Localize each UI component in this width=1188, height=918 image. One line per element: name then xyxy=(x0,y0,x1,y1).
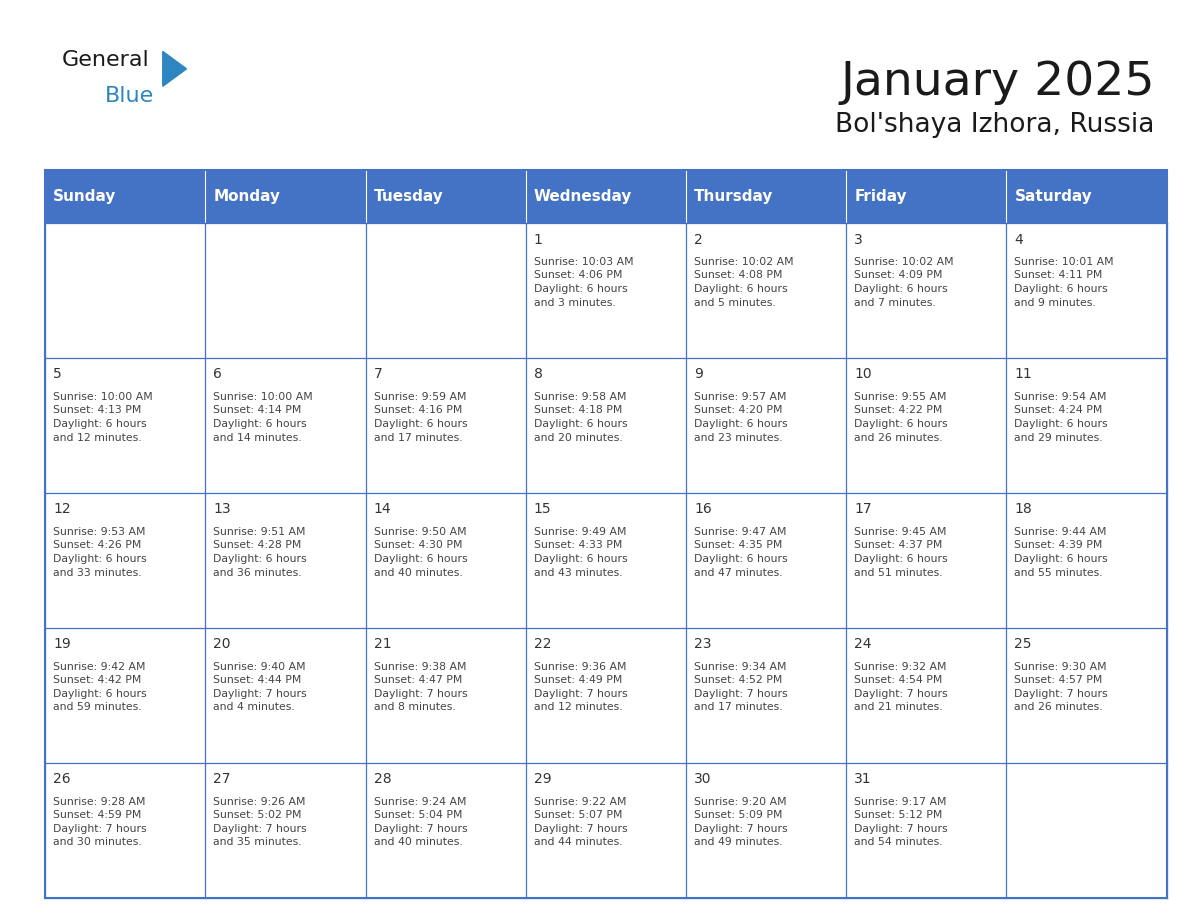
Text: Thursday: Thursday xyxy=(694,189,773,204)
Text: 3: 3 xyxy=(854,232,862,247)
Text: 10: 10 xyxy=(854,367,872,382)
Text: General: General xyxy=(62,50,150,71)
Text: Sunrise: 9:36 AM
Sunset: 4:49 PM
Daylight: 7 hours
and 12 minutes.: Sunrise: 9:36 AM Sunset: 4:49 PM Dayligh… xyxy=(533,662,627,712)
Text: 15: 15 xyxy=(533,502,551,517)
Text: Sunrise: 9:38 AM
Sunset: 4:47 PM
Daylight: 7 hours
and 8 minutes.: Sunrise: 9:38 AM Sunset: 4:47 PM Dayligh… xyxy=(373,662,467,712)
Text: 24: 24 xyxy=(854,637,872,652)
Bar xyxy=(45,170,1167,223)
Text: 9: 9 xyxy=(694,367,703,382)
Text: Sunrise: 9:47 AM
Sunset: 4:35 PM
Daylight: 6 hours
and 47 minutes.: Sunrise: 9:47 AM Sunset: 4:35 PM Dayligh… xyxy=(694,527,788,577)
Text: Sunrise: 9:28 AM
Sunset: 4:59 PM
Daylight: 7 hours
and 30 minutes.: Sunrise: 9:28 AM Sunset: 4:59 PM Dayligh… xyxy=(53,797,147,847)
Text: Sunrise: 9:17 AM
Sunset: 5:12 PM
Daylight: 7 hours
and 54 minutes.: Sunrise: 9:17 AM Sunset: 5:12 PM Dayligh… xyxy=(854,797,948,847)
Text: 11: 11 xyxy=(1015,367,1032,382)
Text: Sunrise: 9:53 AM
Sunset: 4:26 PM
Daylight: 6 hours
and 33 minutes.: Sunrise: 9:53 AM Sunset: 4:26 PM Dayligh… xyxy=(53,527,147,577)
Text: 29: 29 xyxy=(533,772,551,787)
Text: 23: 23 xyxy=(694,637,712,652)
Text: Sunrise: 9:26 AM
Sunset: 5:02 PM
Daylight: 7 hours
and 35 minutes.: Sunrise: 9:26 AM Sunset: 5:02 PM Dayligh… xyxy=(214,797,307,847)
Text: 21: 21 xyxy=(373,637,391,652)
Text: 27: 27 xyxy=(214,772,230,787)
Text: 7: 7 xyxy=(373,367,383,382)
Text: 1: 1 xyxy=(533,232,543,247)
Text: 25: 25 xyxy=(1015,637,1032,652)
Text: Sunrise: 9:55 AM
Sunset: 4:22 PM
Daylight: 6 hours
and 26 minutes.: Sunrise: 9:55 AM Sunset: 4:22 PM Dayligh… xyxy=(854,392,948,442)
Text: Sunrise: 9:32 AM
Sunset: 4:54 PM
Daylight: 7 hours
and 21 minutes.: Sunrise: 9:32 AM Sunset: 4:54 PM Dayligh… xyxy=(854,662,948,712)
Text: 17: 17 xyxy=(854,502,872,517)
Text: 28: 28 xyxy=(373,772,391,787)
Text: Saturday: Saturday xyxy=(1015,189,1092,204)
Polygon shape xyxy=(163,51,187,86)
Text: 8: 8 xyxy=(533,367,543,382)
Text: Sunrise: 10:02 AM
Sunset: 4:08 PM
Daylight: 6 hours
and 5 minutes.: Sunrise: 10:02 AM Sunset: 4:08 PM Daylig… xyxy=(694,257,794,308)
Text: 16: 16 xyxy=(694,502,712,517)
Text: Sunrise: 9:20 AM
Sunset: 5:09 PM
Daylight: 7 hours
and 49 minutes.: Sunrise: 9:20 AM Sunset: 5:09 PM Dayligh… xyxy=(694,797,788,847)
Text: 30: 30 xyxy=(694,772,712,787)
Text: 6: 6 xyxy=(214,367,222,382)
Text: Bol'shaya Izhora, Russia: Bol'shaya Izhora, Russia xyxy=(835,112,1155,138)
Text: Tuesday: Tuesday xyxy=(373,189,443,204)
Text: 13: 13 xyxy=(214,502,230,517)
Text: Sunrise: 10:01 AM
Sunset: 4:11 PM
Daylight: 6 hours
and 9 minutes.: Sunrise: 10:01 AM Sunset: 4:11 PM Daylig… xyxy=(1015,257,1114,308)
Text: Sunrise: 9:50 AM
Sunset: 4:30 PM
Daylight: 6 hours
and 40 minutes.: Sunrise: 9:50 AM Sunset: 4:30 PM Dayligh… xyxy=(373,527,467,577)
Text: 5: 5 xyxy=(53,367,62,382)
Text: Sunrise: 10:00 AM
Sunset: 4:14 PM
Daylight: 6 hours
and 14 minutes.: Sunrise: 10:00 AM Sunset: 4:14 PM Daylig… xyxy=(214,392,314,442)
Text: 20: 20 xyxy=(214,637,230,652)
Text: Sunrise: 9:49 AM
Sunset: 4:33 PM
Daylight: 6 hours
and 43 minutes.: Sunrise: 9:49 AM Sunset: 4:33 PM Dayligh… xyxy=(533,527,627,577)
Text: Sunrise: 9:40 AM
Sunset: 4:44 PM
Daylight: 7 hours
and 4 minutes.: Sunrise: 9:40 AM Sunset: 4:44 PM Dayligh… xyxy=(214,662,307,712)
Text: Sunrise: 9:59 AM
Sunset: 4:16 PM
Daylight: 6 hours
and 17 minutes.: Sunrise: 9:59 AM Sunset: 4:16 PM Dayligh… xyxy=(373,392,467,442)
Text: Monday: Monday xyxy=(214,189,280,204)
Text: 31: 31 xyxy=(854,772,872,787)
Text: Sunrise: 10:02 AM
Sunset: 4:09 PM
Daylight: 6 hours
and 7 minutes.: Sunrise: 10:02 AM Sunset: 4:09 PM Daylig… xyxy=(854,257,954,308)
Text: 4: 4 xyxy=(1015,232,1023,247)
Text: Sunrise: 9:24 AM
Sunset: 5:04 PM
Daylight: 7 hours
and 40 minutes.: Sunrise: 9:24 AM Sunset: 5:04 PM Dayligh… xyxy=(373,797,467,847)
Text: Blue: Blue xyxy=(105,86,153,106)
Text: 26: 26 xyxy=(53,772,71,787)
Text: 12: 12 xyxy=(53,502,71,517)
Text: January 2025: January 2025 xyxy=(840,60,1155,105)
Text: 19: 19 xyxy=(53,637,71,652)
Text: 22: 22 xyxy=(533,637,551,652)
Text: Sunrise: 10:00 AM
Sunset: 4:13 PM
Daylight: 6 hours
and 12 minutes.: Sunrise: 10:00 AM Sunset: 4:13 PM Daylig… xyxy=(53,392,153,442)
Text: Sunrise: 9:45 AM
Sunset: 4:37 PM
Daylight: 6 hours
and 51 minutes.: Sunrise: 9:45 AM Sunset: 4:37 PM Dayligh… xyxy=(854,527,948,577)
Text: 18: 18 xyxy=(1015,502,1032,517)
Text: 14: 14 xyxy=(373,502,391,517)
Text: Wednesday: Wednesday xyxy=(533,189,632,204)
Text: Sunrise: 9:44 AM
Sunset: 4:39 PM
Daylight: 6 hours
and 55 minutes.: Sunrise: 9:44 AM Sunset: 4:39 PM Dayligh… xyxy=(1015,527,1108,577)
Text: Sunrise: 9:51 AM
Sunset: 4:28 PM
Daylight: 6 hours
and 36 minutes.: Sunrise: 9:51 AM Sunset: 4:28 PM Dayligh… xyxy=(214,527,307,577)
Text: Sunrise: 9:58 AM
Sunset: 4:18 PM
Daylight: 6 hours
and 20 minutes.: Sunrise: 9:58 AM Sunset: 4:18 PM Dayligh… xyxy=(533,392,627,442)
Text: Sunrise: 9:42 AM
Sunset: 4:42 PM
Daylight: 6 hours
and 59 minutes.: Sunrise: 9:42 AM Sunset: 4:42 PM Dayligh… xyxy=(53,662,147,712)
Text: Sunday: Sunday xyxy=(53,189,116,204)
Text: Sunrise: 9:30 AM
Sunset: 4:57 PM
Daylight: 7 hours
and 26 minutes.: Sunrise: 9:30 AM Sunset: 4:57 PM Dayligh… xyxy=(1015,662,1108,712)
Text: Sunrise: 9:57 AM
Sunset: 4:20 PM
Daylight: 6 hours
and 23 minutes.: Sunrise: 9:57 AM Sunset: 4:20 PM Dayligh… xyxy=(694,392,788,442)
Text: 2: 2 xyxy=(694,232,703,247)
Text: Sunrise: 9:34 AM
Sunset: 4:52 PM
Daylight: 7 hours
and 17 minutes.: Sunrise: 9:34 AM Sunset: 4:52 PM Dayligh… xyxy=(694,662,788,712)
Text: Sunrise: 9:22 AM
Sunset: 5:07 PM
Daylight: 7 hours
and 44 minutes.: Sunrise: 9:22 AM Sunset: 5:07 PM Dayligh… xyxy=(533,797,627,847)
Text: Friday: Friday xyxy=(854,189,906,204)
Text: Sunrise: 10:03 AM
Sunset: 4:06 PM
Daylight: 6 hours
and 3 minutes.: Sunrise: 10:03 AM Sunset: 4:06 PM Daylig… xyxy=(533,257,633,308)
Bar xyxy=(45,170,1167,898)
Text: Sunrise: 9:54 AM
Sunset: 4:24 PM
Daylight: 6 hours
and 29 minutes.: Sunrise: 9:54 AM Sunset: 4:24 PM Dayligh… xyxy=(1015,392,1108,442)
